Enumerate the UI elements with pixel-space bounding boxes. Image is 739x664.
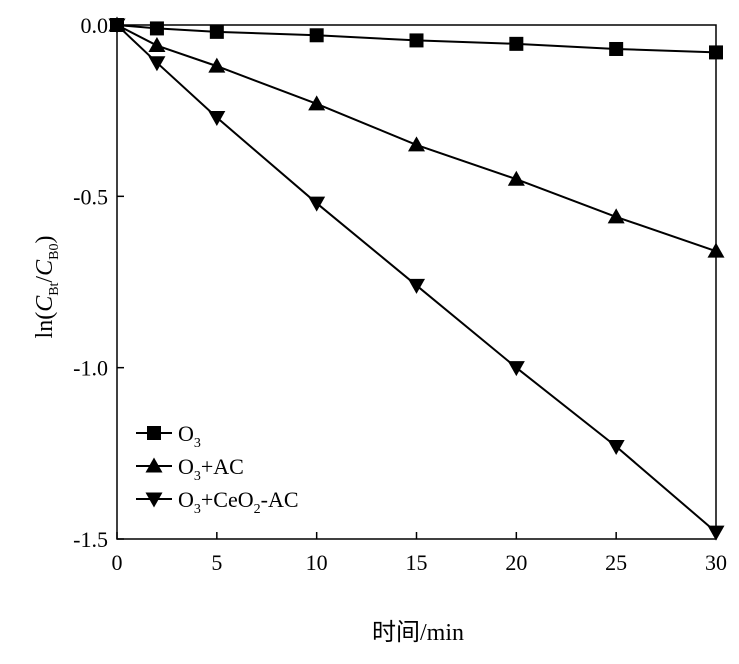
- data-point: [707, 242, 725, 258]
- data-point: [509, 36, 524, 51]
- y-tick-label: -1.5: [73, 527, 108, 552]
- x-tick-label: 25: [605, 550, 627, 575]
- series-3: [108, 18, 725, 541]
- y-axis-title: ln(CBt/CB0): [32, 236, 62, 339]
- series-line: [116, 24, 717, 54]
- y-tick-label: -1.0: [73, 356, 108, 381]
- data-point: [148, 37, 166, 53]
- y-tick-label: 0.0: [81, 13, 109, 38]
- legend-label: O3+AC: [178, 454, 244, 484]
- data-point: [408, 136, 425, 152]
- legend-entry: O3: [136, 421, 201, 451]
- data-point: [409, 33, 424, 48]
- data-point: [507, 170, 525, 186]
- series-layer: [108, 16, 725, 541]
- series-line: [116, 24, 717, 253]
- x-tick-label: 15: [406, 550, 428, 575]
- data-point: [507, 361, 525, 377]
- legend-label: O3: [178, 421, 201, 451]
- x-tick-label: 0: [112, 550, 123, 575]
- data-point: [208, 57, 226, 73]
- legend-entry: O3+AC: [136, 454, 244, 484]
- data-point: [308, 196, 326, 212]
- x-tick-label: 10: [306, 550, 328, 575]
- series-2: [108, 16, 725, 258]
- data-point: [208, 111, 226, 127]
- data-point: [308, 95, 326, 111]
- data-point: [707, 525, 725, 541]
- data-point: [607, 439, 625, 455]
- axes: 0 5 10 15 20 25 30 0.0 -0.5 -1.0 -1.5: [73, 13, 727, 575]
- x-tick-label: 30: [705, 550, 727, 575]
- y-tick-label: -0.5: [73, 184, 108, 209]
- data-point: [609, 41, 624, 56]
- series-1: [110, 18, 723, 60]
- data-point: [408, 278, 425, 294]
- series-line: [116, 24, 717, 533]
- data-point: [309, 28, 324, 43]
- legend-marker: [147, 426, 161, 440]
- x-tick-label: 20: [505, 550, 527, 575]
- data-point: [149, 21, 164, 36]
- data-point: [709, 45, 723, 60]
- data-point: [607, 208, 625, 224]
- legend-label: O3+CeO2-AC: [178, 487, 299, 517]
- legend-marker: [145, 457, 163, 473]
- data-point: [108, 18, 126, 34]
- x-tick-label: 5: [211, 550, 222, 575]
- data-point: [148, 56, 166, 72]
- legend-marker: [145, 492, 163, 508]
- legend-entry: O3+CeO2-AC: [136, 487, 299, 517]
- x-axis-title: 时间/min: [372, 619, 464, 646]
- data-point: [209, 24, 224, 39]
